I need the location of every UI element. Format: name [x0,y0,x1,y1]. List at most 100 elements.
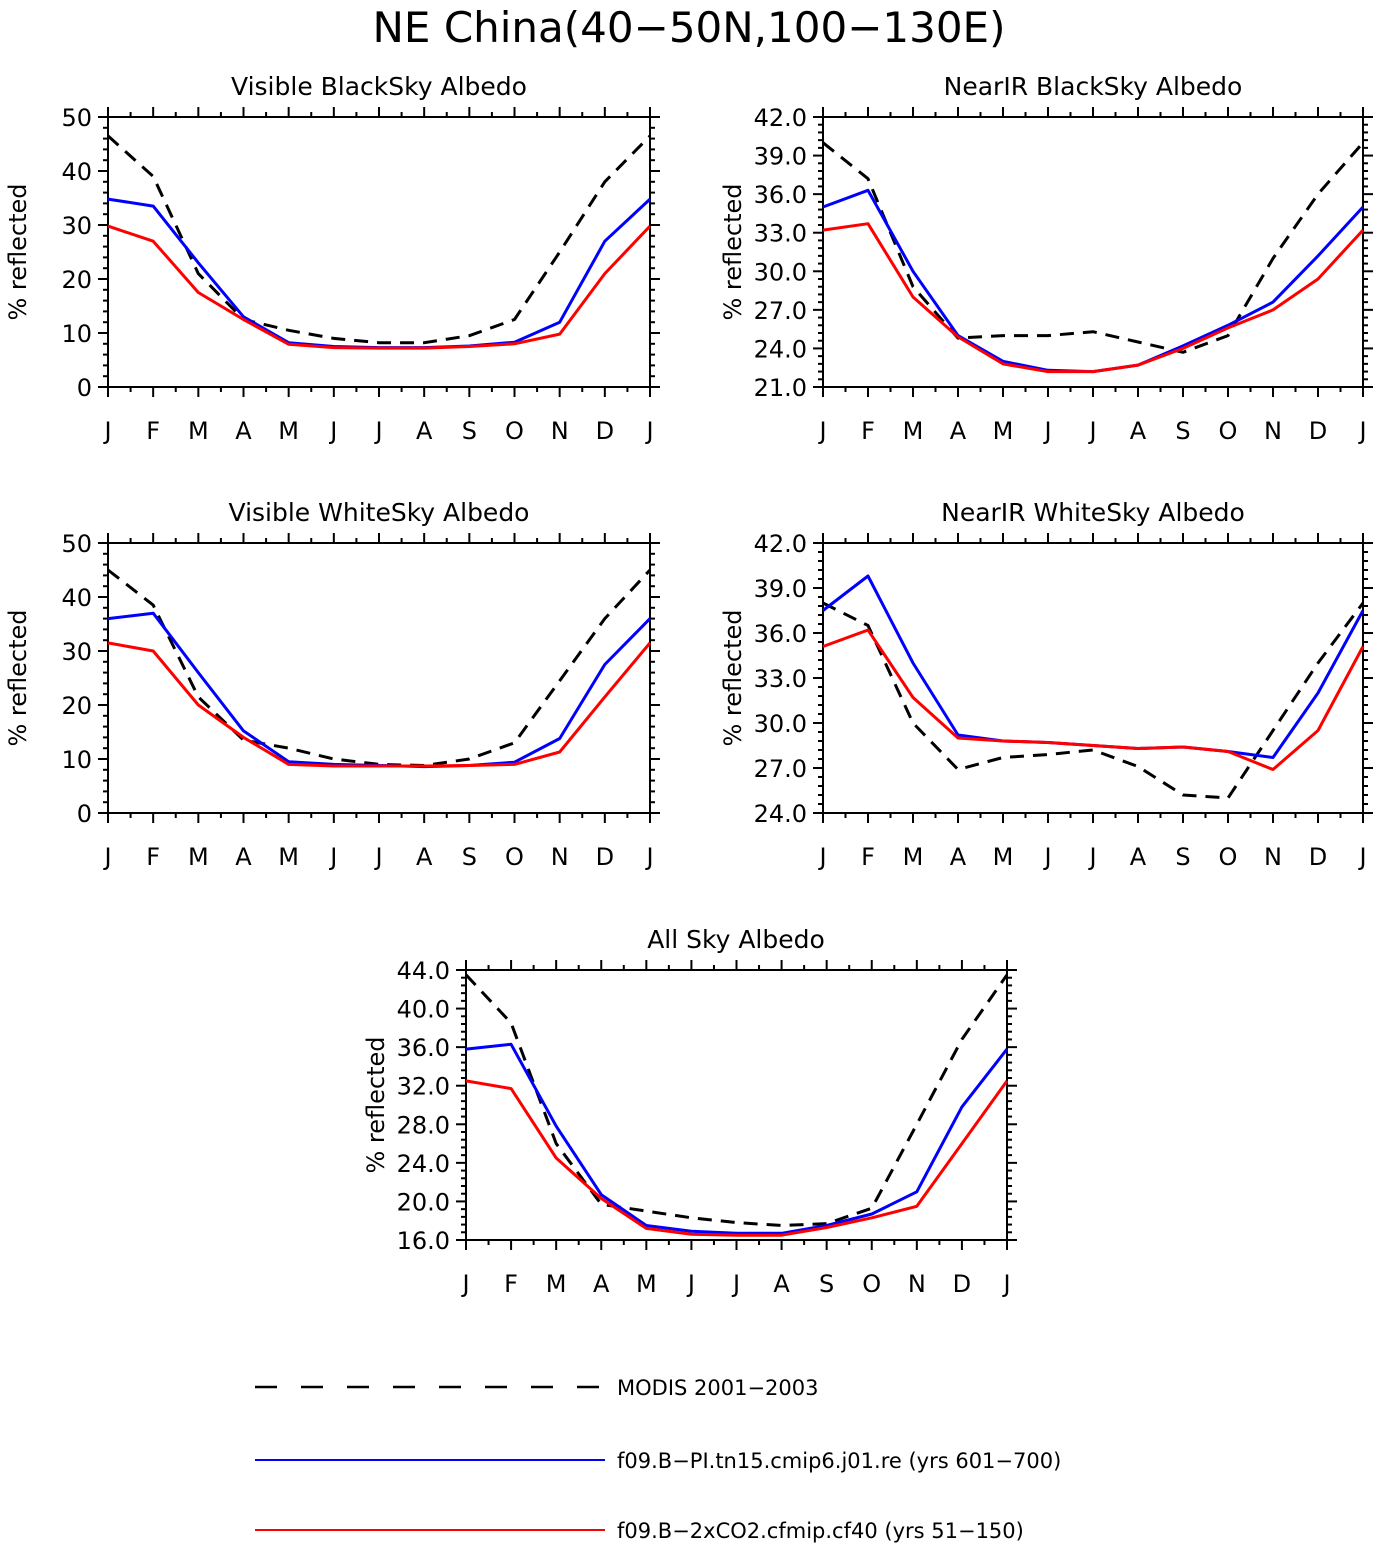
series-line-modis [822,141,1365,354]
x-tick-label: S [1175,843,1190,871]
y-tick-label: 27.0 [754,297,807,325]
plot-frame [822,542,1364,814]
series-line-modis [106,134,652,345]
x-tick-label: J [328,843,337,871]
series-line-co2 [107,224,652,350]
x-tick-label: M [903,843,924,871]
panel-title: Visible BlackSky Albedo [231,72,527,101]
x-tick-label: M [636,1270,657,1298]
y-tick-label: 50 [61,530,92,558]
x-tick-label: D [1309,417,1327,445]
panel-title: NearIR BlackSky Albedo [944,72,1243,101]
y-tick-label: 39.0 [754,575,807,603]
y-axis-label: % reflected [4,609,32,746]
y-tick-label: 16.0 [397,1227,450,1255]
series-line-pi [107,197,652,350]
x-tick-label: J [102,843,111,871]
x-tick-label: A [235,843,252,871]
y-tick-label: 36.0 [754,181,807,209]
y-tick-label: 40 [61,584,92,612]
figure-title: NE China(40−50N,100−130E) [373,3,1006,52]
x-tick-label: D [596,417,614,445]
x-tick-label: J [1042,843,1051,871]
panel-title: Visible WhiteSky Albedo [229,498,530,527]
x-tick-label: F [504,1270,518,1298]
y-axis-label: % reflected [4,183,32,320]
y-tick-label: 28.0 [397,1111,450,1139]
series-line-co2 [822,222,1365,374]
y-tick-label: 40 [61,158,92,186]
y-tick-label: 42.0 [754,104,807,132]
x-tick-label: A [1130,843,1147,871]
x-tick-label: J [644,843,653,871]
x-tick-label: A [416,843,433,871]
series-line-modis [107,568,652,767]
x-tick-label: J [644,417,653,445]
x-tick-label: J [817,417,826,445]
x-tick-label: M [903,417,924,445]
x-tick-label: M [278,417,299,445]
legend-label: MODIS 2001−2003 [617,1376,819,1400]
x-tick-label: J [1042,417,1051,445]
x-tick-label: J [731,1270,740,1298]
legend-label: f09.B−PI.tn15.cmip6.j01.re (yrs 601−700) [617,1449,1061,1473]
series-line-co2 [465,1079,1009,1237]
y-tick-label: 32.0 [397,1073,450,1101]
x-tick-label: F [146,843,160,871]
y-tick-label: 36.0 [397,1034,450,1062]
x-tick-label: A [773,1270,790,1298]
plot-frame [465,969,1008,1241]
x-tick-label: J [686,1270,695,1298]
legend-label: f09.B−2xCO2.cfmip.cf40 (yrs 51−150) [617,1519,1024,1543]
x-tick-label: D [953,1270,971,1298]
y-tick-label: 10 [61,746,92,774]
x-tick-label: M [993,417,1014,445]
x-tick-label: J [1001,1270,1010,1298]
y-axis-label: % reflected [719,609,747,746]
y-tick-label: 30 [61,212,92,240]
series-line-co2 [822,628,1365,771]
x-tick-label: N [551,843,569,871]
series-line-co2 [107,641,652,768]
legend: MODIS 2001−2003 f09.B−PI.tn15.cmip6.j01.r… [255,1376,1061,1543]
x-tick-label: J [460,1270,469,1298]
x-tick-label: J [373,843,382,871]
x-tick-label: A [235,417,252,445]
y-tick-label: 30 [61,638,92,666]
y-tick-label: 24.0 [754,800,807,828]
x-tick-label: J [102,417,111,445]
x-tick-label: M [546,1270,567,1298]
y-tick-label: 0 [77,800,92,828]
x-tick-label: J [1357,417,1366,445]
x-tick-label: O [1219,843,1238,871]
x-tick-label: F [861,843,875,871]
series-line-pi [107,611,652,769]
y-tick-label: 20.0 [397,1188,450,1216]
y-tick-label: 40.0 [397,996,450,1024]
series-line-modis [464,973,1009,1227]
x-tick-label: F [861,417,875,445]
series-line-modis [822,601,1365,800]
x-tick-label: N [1264,843,1282,871]
x-tick-label: A [1130,417,1147,445]
x-tick-label: O [505,843,524,871]
plot-frame [822,116,1364,388]
y-tick-label: 20 [61,692,92,720]
x-tick-label: N [1264,417,1282,445]
y-tick-label: 30.0 [754,710,807,738]
y-tick-label: 39.0 [754,143,807,171]
x-tick-label: F [146,417,160,445]
y-tick-label: 33.0 [754,665,807,693]
x-tick-label: J [1357,843,1366,871]
x-tick-label: S [462,843,477,871]
x-tick-label: J [1087,417,1096,445]
x-tick-label: N [551,417,569,445]
y-tick-label: 10 [61,320,92,348]
x-tick-label: M [993,843,1014,871]
